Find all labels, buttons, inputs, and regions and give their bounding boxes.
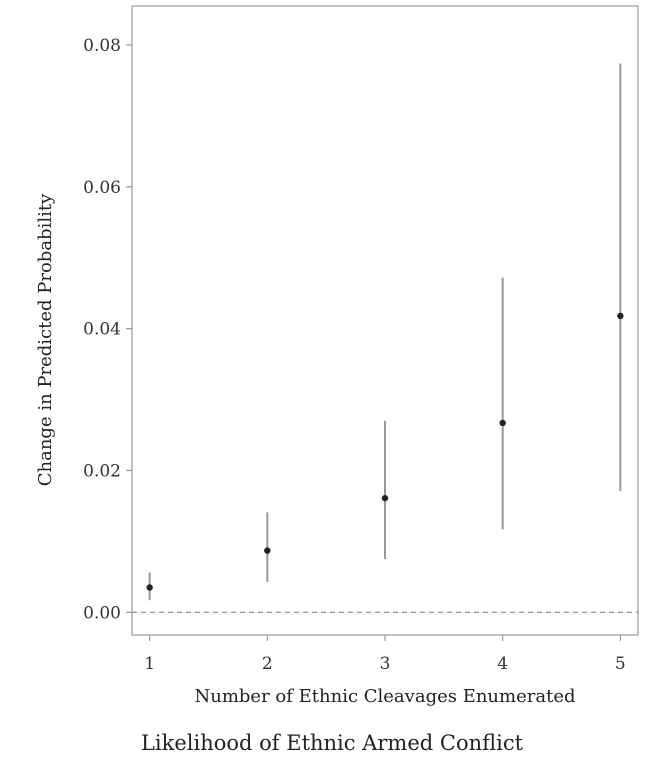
- point-estimate: [264, 547, 271, 554]
- point-estimate: [146, 584, 153, 591]
- confidence-intervals: [148, 63, 622, 601]
- y-tick-label: 0.00: [83, 603, 121, 623]
- point-estimates: [146, 312, 624, 591]
- y-tick-label: 0.04: [83, 320, 121, 340]
- y-tick-label: 0.08: [83, 36, 121, 56]
- point-estimate: [617, 312, 624, 320]
- y-axis: 0.00 0.02 0.04 0.06 0.08: [83, 36, 132, 623]
- x-axis-title: Number of Ethnic Cleavages Enumerated: [195, 686, 576, 707]
- y-tick-label: 0.02: [83, 461, 121, 481]
- figure-caption: Likelihood of Ethnic Armed Conflict: [140, 731, 524, 755]
- x-tick-label: 5: [615, 654, 626, 674]
- point-estimate: [499, 419, 506, 427]
- y-tick-label: 0.06: [83, 178, 121, 198]
- x-tick-label: 2: [262, 654, 273, 674]
- x-tick-label: 4: [497, 654, 508, 674]
- x-tick-label: 1: [144, 654, 155, 674]
- chart-canvas: 0.00 0.02 0.04 0.06 0.08 1 2 3 4 5 Number of Eth…: [35, 5, 639, 707]
- point-estimate: [381, 494, 389, 502]
- x-axis: 1 2 3 4 5: [144, 635, 626, 674]
- x-tick-label: 3: [380, 654, 391, 674]
- y-axis-title: Change in Predicted Probability: [35, 193, 56, 486]
